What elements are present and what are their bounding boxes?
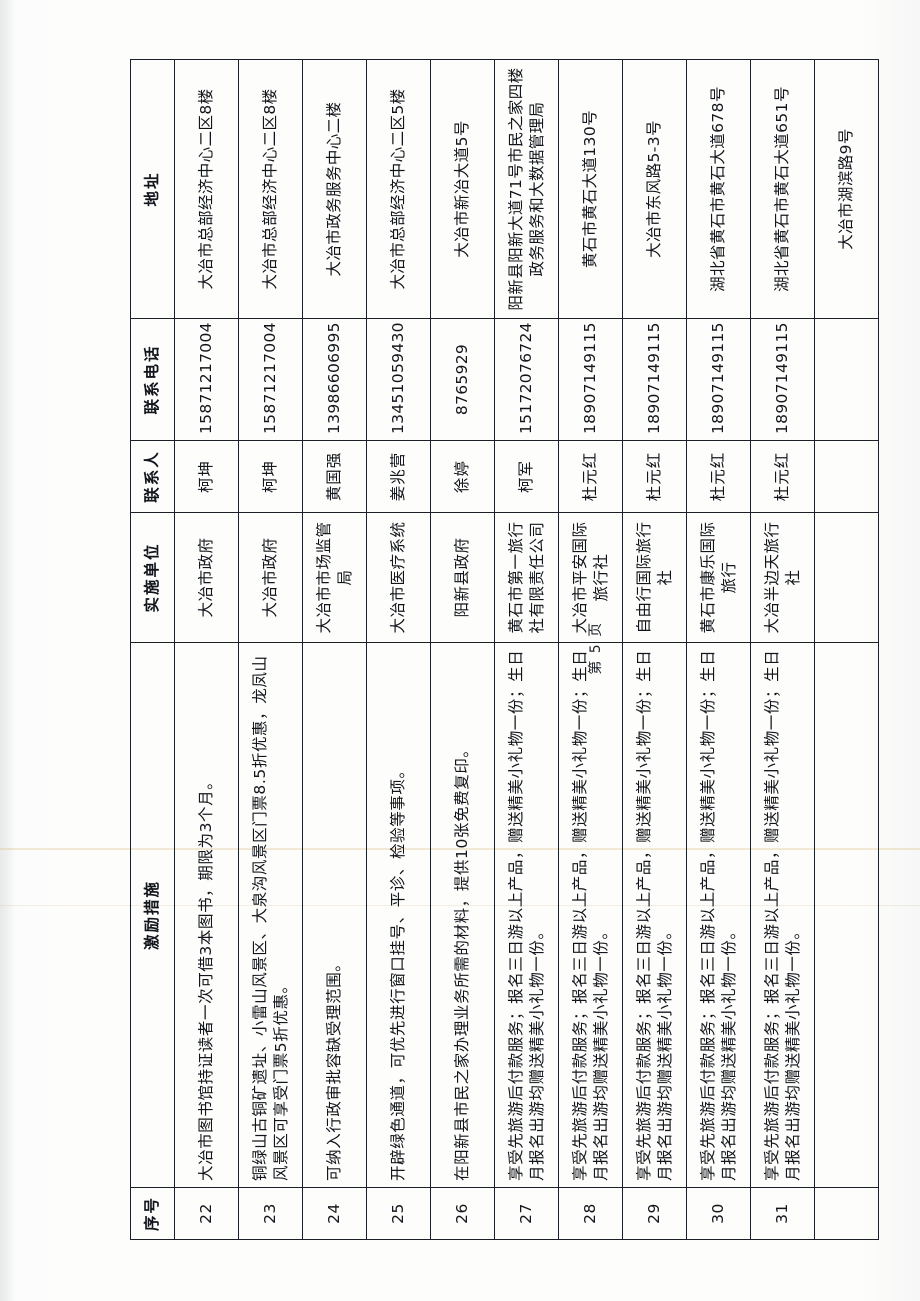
cell-address: 黄石市黄石大道130号 <box>558 59 623 319</box>
cell-measure: 在阳新县市民之家办理业务所需的材料，提供10张免费复印。 <box>430 642 495 1188</box>
cell-phone <box>814 318 879 441</box>
cell-measure: 享受先旅游后付款服务；报名三日游以上产品，赠送精美小礼物一份；生日月报名出游均赠… <box>686 642 751 1188</box>
rotated-table-container: 序号 激励措施 实施单位 联系人 联系电话 地址 22 大冶市图书馆持证读者一次可… <box>130 59 879 1240</box>
cell-measure: 大冶市图书馆持证读者一次可借3本图书，期限为3个月。 <box>174 642 239 1188</box>
cell-person: 柯军 <box>494 440 559 513</box>
cell-phone: 18907149115 <box>622 318 687 441</box>
cell-seq: 31 <box>750 1187 815 1240</box>
table-row: 25 开辟绿色通道，可优先进行窗口挂号、平诊、检验等事项。 大冶市医疗系统 姜兆营 13… <box>366 59 431 1240</box>
cell-unit: 大冶半边天旅行社 <box>750 512 815 643</box>
cell-measure: 铜绿山古铜矿遗址、小雷山风景区、大泉沟风景区门票8.5折优惠，龙凤山风景区可享受… <box>238 642 303 1188</box>
page-footer: 第 5 页 <box>588 621 604 675</box>
cell-person: 杜元红 <box>558 440 623 513</box>
cell-address: 湖北省黄石市黄石大道678号 <box>686 59 751 319</box>
cell-seq: 22 <box>174 1187 239 1240</box>
cell-seq: 29 <box>622 1187 687 1240</box>
cell-unit <box>814 512 879 643</box>
cell-unit: 黄石市康乐国际旅行 <box>686 512 751 643</box>
cell-measure: 享受先旅游后付款服务；报名三日游以上产品，赠送精美小礼物一份；生日月报名出游均赠… <box>750 642 815 1188</box>
cell-person: 徐婷 <box>430 440 495 513</box>
cell-seq: 27 <box>494 1187 559 1240</box>
table-row: 24 可纳入行政审批容缺受理范围。 大冶市市场监管局 黄国强 13986606995 大冶… <box>302 59 367 1240</box>
cell-measure: 享受先旅游后付款服务；报名三日游以上产品，赠送精美小礼物一份；生日月报名出游均赠… <box>622 642 687 1188</box>
cell-unit: 大冶市医疗系统 <box>366 512 431 643</box>
cell-unit: 大冶市市场监管局 <box>302 512 367 643</box>
cell-unit: 阳新县政府 <box>430 512 495 643</box>
cell-seq: 24 <box>302 1187 367 1240</box>
table-row: 22 大冶市图书馆持证读者一次可借3本图书，期限为3个月。 大冶市政府 柯坤 15871… <box>174 59 239 1240</box>
cell-phone: 15871217004 <box>238 318 303 441</box>
column-header-unit: 实施单位 <box>130 512 175 643</box>
table-row: 27 享受先旅游后付款服务；报名三日游以上产品，赠送精美小礼物一份；生日月报名出游… <box>494 59 559 1240</box>
cell-unit: 黄石市第一旅行社有限责任公司 <box>494 512 559 643</box>
cell-seq: 25 <box>366 1187 431 1240</box>
table-row: 26 在阳新县市民之家办理业务所需的材料，提供10张免费复印。 阳新县政府 徐婷 876… <box>430 59 495 1240</box>
incentive-measures-table: 序号 激励措施 实施单位 联系人 联系电话 地址 22 大冶市图书馆持证读者一次可… <box>130 59 879 1240</box>
cell-phone: 15871217004 <box>174 318 239 441</box>
cell-phone: 18907149115 <box>750 318 815 441</box>
table-row: 23 铜绿山古铜矿遗址、小雷山风景区、大泉沟风景区门票8.5折优惠，龙凤山风景区可… <box>238 59 303 1240</box>
cell-seq: 28 <box>558 1187 623 1240</box>
column-header-phone: 联系电话 <box>130 318 175 441</box>
table-row: 30 享受先旅游后付款服务；报名三日游以上产品，赠送精美小礼物一份；生日月报名出游… <box>686 59 751 1240</box>
cell-person: 杜元红 <box>622 440 687 513</box>
cell-person: 柯坤 <box>238 440 303 513</box>
cell-phone: 13451059430 <box>366 318 431 441</box>
cell-address: 湖北省黄石市黄石大道651号 <box>750 59 815 319</box>
cell-address: 大冶市总部经济中心二区8楼 <box>238 59 303 319</box>
column-header-address: 地址 <box>130 59 175 319</box>
cell-address: 大冶市政务服务中心二楼 <box>302 59 367 319</box>
table-header-row: 序号 激励措施 实施单位 联系人 联系电话 地址 <box>130 59 175 1240</box>
cell-unit: 大冶市政府 <box>238 512 303 643</box>
scan-edge-shadow <box>0 0 14 1301</box>
cell-measure <box>814 642 879 1188</box>
cell-address: 大冶市东风路5-3号 <box>622 59 687 319</box>
column-header-person: 联系人 <box>130 440 175 513</box>
cell-phone: 18907149115 <box>686 318 751 441</box>
column-header-measure: 激励措施 <box>130 642 175 1188</box>
cell-phone: 15172076724 <box>494 318 559 441</box>
cell-phone: 8765929 <box>430 318 495 441</box>
table-row: 大冶市湖滨路9号 <box>814 59 879 1240</box>
cell-phone: 18907149115 <box>558 318 623 441</box>
table-header: 序号 激励措施 实施单位 联系人 联系电话 地址 <box>130 59 175 1240</box>
cell-measure: 可纳入行政审批容缺受理范围。 <box>302 642 367 1188</box>
cell-person: 柯坤 <box>174 440 239 513</box>
cell-measure: 享受先旅游后付款服务；报名三日游以上产品，赠送精美小礼物一份；生日月报名出游均赠… <box>494 642 559 1188</box>
cell-address: 大冶市总部经济中心二区5楼 <box>366 59 431 319</box>
cell-person: 黄国强 <box>302 440 367 513</box>
cell-person <box>814 440 879 513</box>
cell-address: 大冶市新冶大道5号 <box>430 59 495 319</box>
table-body: 22 大冶市图书馆持证读者一次可借3本图书，期限为3个月。 大冶市政府 柯坤 15871… <box>174 59 879 1240</box>
cell-unit: 大冶市政府 <box>174 512 239 643</box>
cell-address: 阳新县阳新大道71号市民之家四楼政务服务和大数据管理局 <box>494 59 559 319</box>
cell-person: 杜元红 <box>686 440 751 513</box>
column-header-seq: 序号 <box>130 1187 175 1240</box>
cell-address: 大冶市总部经济中心二区8楼 <box>174 59 239 319</box>
cell-person: 杜元红 <box>750 440 815 513</box>
table-row: 29 享受先旅游后付款服务；报名三日游以上产品，赠送精美小礼物一份；生日月报名出游… <box>622 59 687 1240</box>
cell-person: 姜兆营 <box>366 440 431 513</box>
cell-seq: 26 <box>430 1187 495 1240</box>
cell-seq: 30 <box>686 1187 751 1240</box>
table-row: 31 享受先旅游后付款服务；报名三日游以上产品，赠送精美小礼物一份；生日月报名出游… <box>750 59 815 1240</box>
cell-address: 大冶市湖滨路9号 <box>814 59 879 319</box>
cell-seq <box>814 1187 879 1240</box>
cell-measure: 开辟绿色通道，可优先进行窗口挂号、平诊、检验等事项。 <box>366 642 431 1188</box>
cell-phone: 13986606995 <box>302 318 367 441</box>
cell-unit: 自由行国际旅行社 <box>622 512 687 643</box>
cell-seq: 23 <box>238 1187 303 1240</box>
